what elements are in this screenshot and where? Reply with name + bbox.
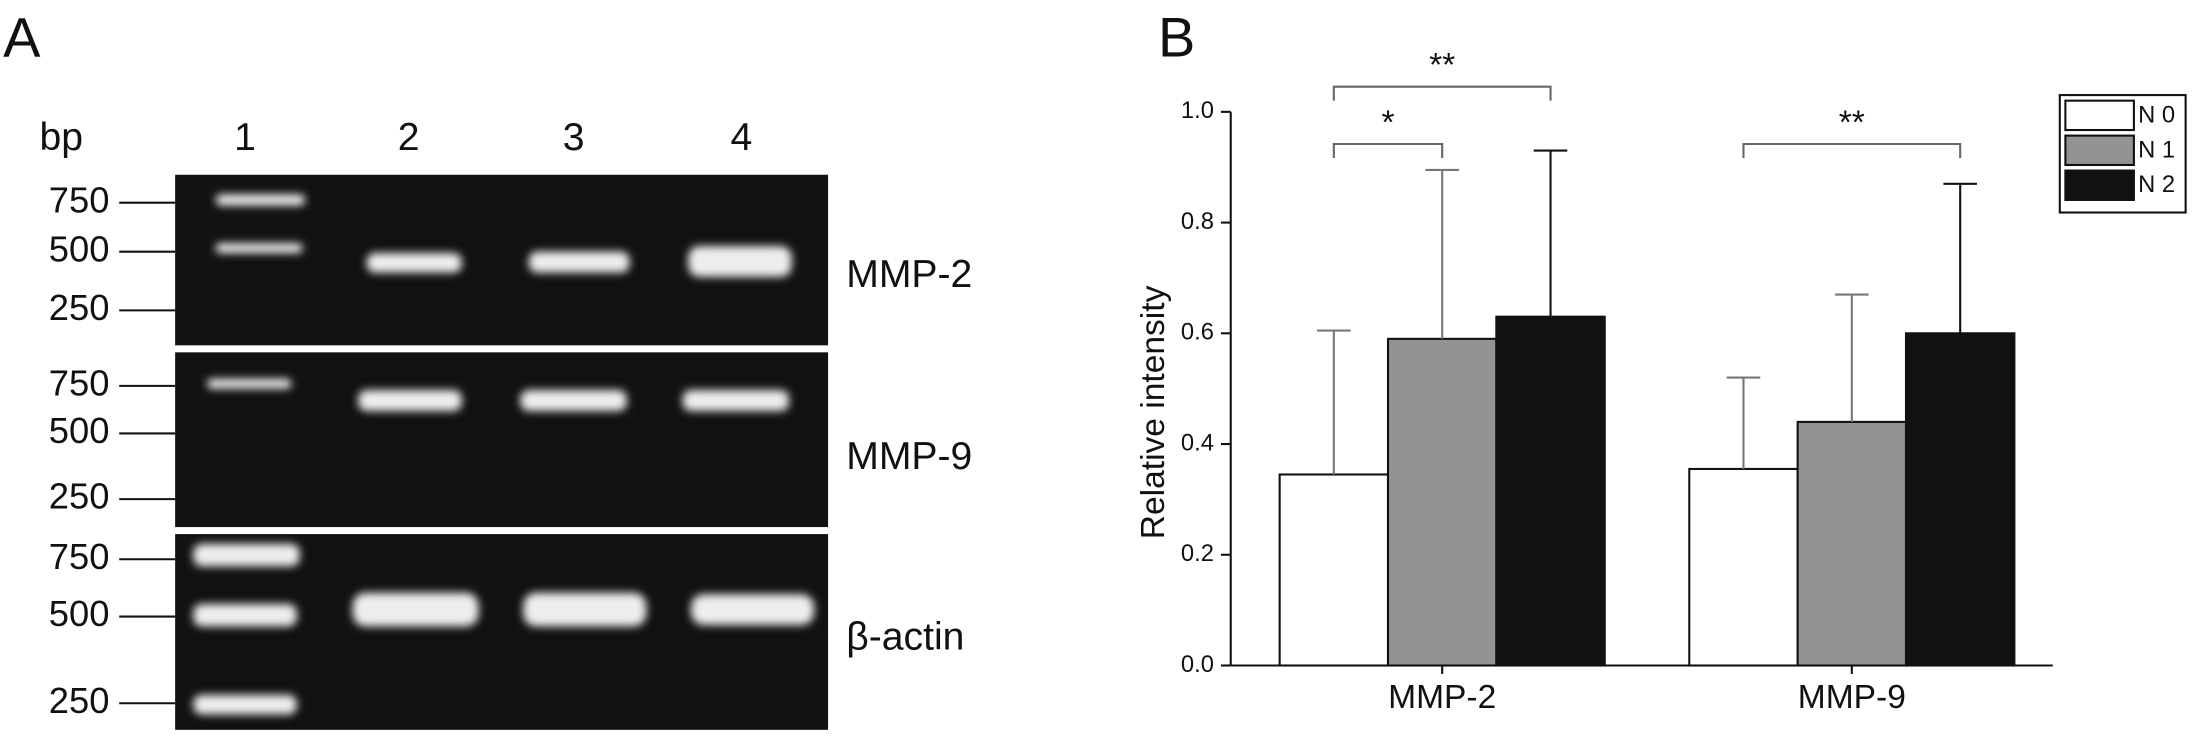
bar	[1495, 315, 1606, 667]
lane-label: 3	[563, 116, 585, 159]
significance-bracket	[1742, 142, 1962, 158]
y-tick-label: 0.4	[1181, 429, 1214, 456]
y-axis-label: Relative intensity	[1135, 285, 1172, 539]
legend-label: N 0	[2138, 101, 2175, 128]
significance-label: **	[1839, 104, 1865, 141]
lane-label: 1	[234, 116, 256, 159]
bar	[1688, 467, 1799, 667]
marker-label: 250	[49, 287, 110, 328]
bar	[1904, 332, 2016, 667]
marker-label: 750	[49, 536, 110, 577]
gene-label: MMP-9	[846, 435, 972, 478]
legend-label: N 2	[2138, 171, 2175, 198]
legend-label: N 1	[2138, 136, 2175, 163]
marker-label: 750	[49, 362, 110, 403]
bar	[1278, 473, 1390, 667]
marker-label: 500	[49, 410, 110, 451]
bp-label: bp	[40, 116, 84, 159]
x-tick-label: MMP-2	[1388, 679, 1496, 716]
y-tick-label: 1.0	[1181, 97, 1214, 124]
marker-label: 500	[49, 593, 110, 634]
gene-label: β-actin	[846, 615, 964, 658]
marker-label: 250	[49, 680, 110, 721]
significance-bracket	[1332, 142, 1444, 158]
gene-label: MMP-2	[846, 253, 972, 296]
y-tick-label: 0.0	[1181, 651, 1214, 678]
significance-bracket	[1332, 85, 1552, 101]
gels	[175, 174, 829, 730]
significance-label: *	[1381, 104, 1394, 141]
x-tick-label: MMP-9	[1798, 679, 1906, 716]
gel	[175, 352, 829, 528]
marker-label: 750	[49, 179, 110, 220]
y-tick-label: 0.2	[1181, 540, 1214, 567]
y-tick-label: 0.6	[1181, 319, 1214, 346]
lane-label: 4	[730, 116, 752, 159]
legend-swatch	[2064, 169, 2135, 201]
significance-label: **	[1429, 47, 1455, 84]
y-tick-label: 0.8	[1181, 208, 1214, 235]
legend-swatch	[2064, 134, 2135, 167]
marker-label: 500	[49, 228, 110, 269]
marker-label: 250	[49, 476, 110, 517]
panel-label: A	[3, 6, 41, 69]
bar	[1386, 337, 1498, 667]
lane-label: 2	[398, 116, 420, 159]
bar	[1796, 420, 1908, 667]
bands	[193, 194, 815, 715]
panel-label: B	[1158, 6, 1195, 69]
legend-swatch	[2064, 99, 2135, 132]
